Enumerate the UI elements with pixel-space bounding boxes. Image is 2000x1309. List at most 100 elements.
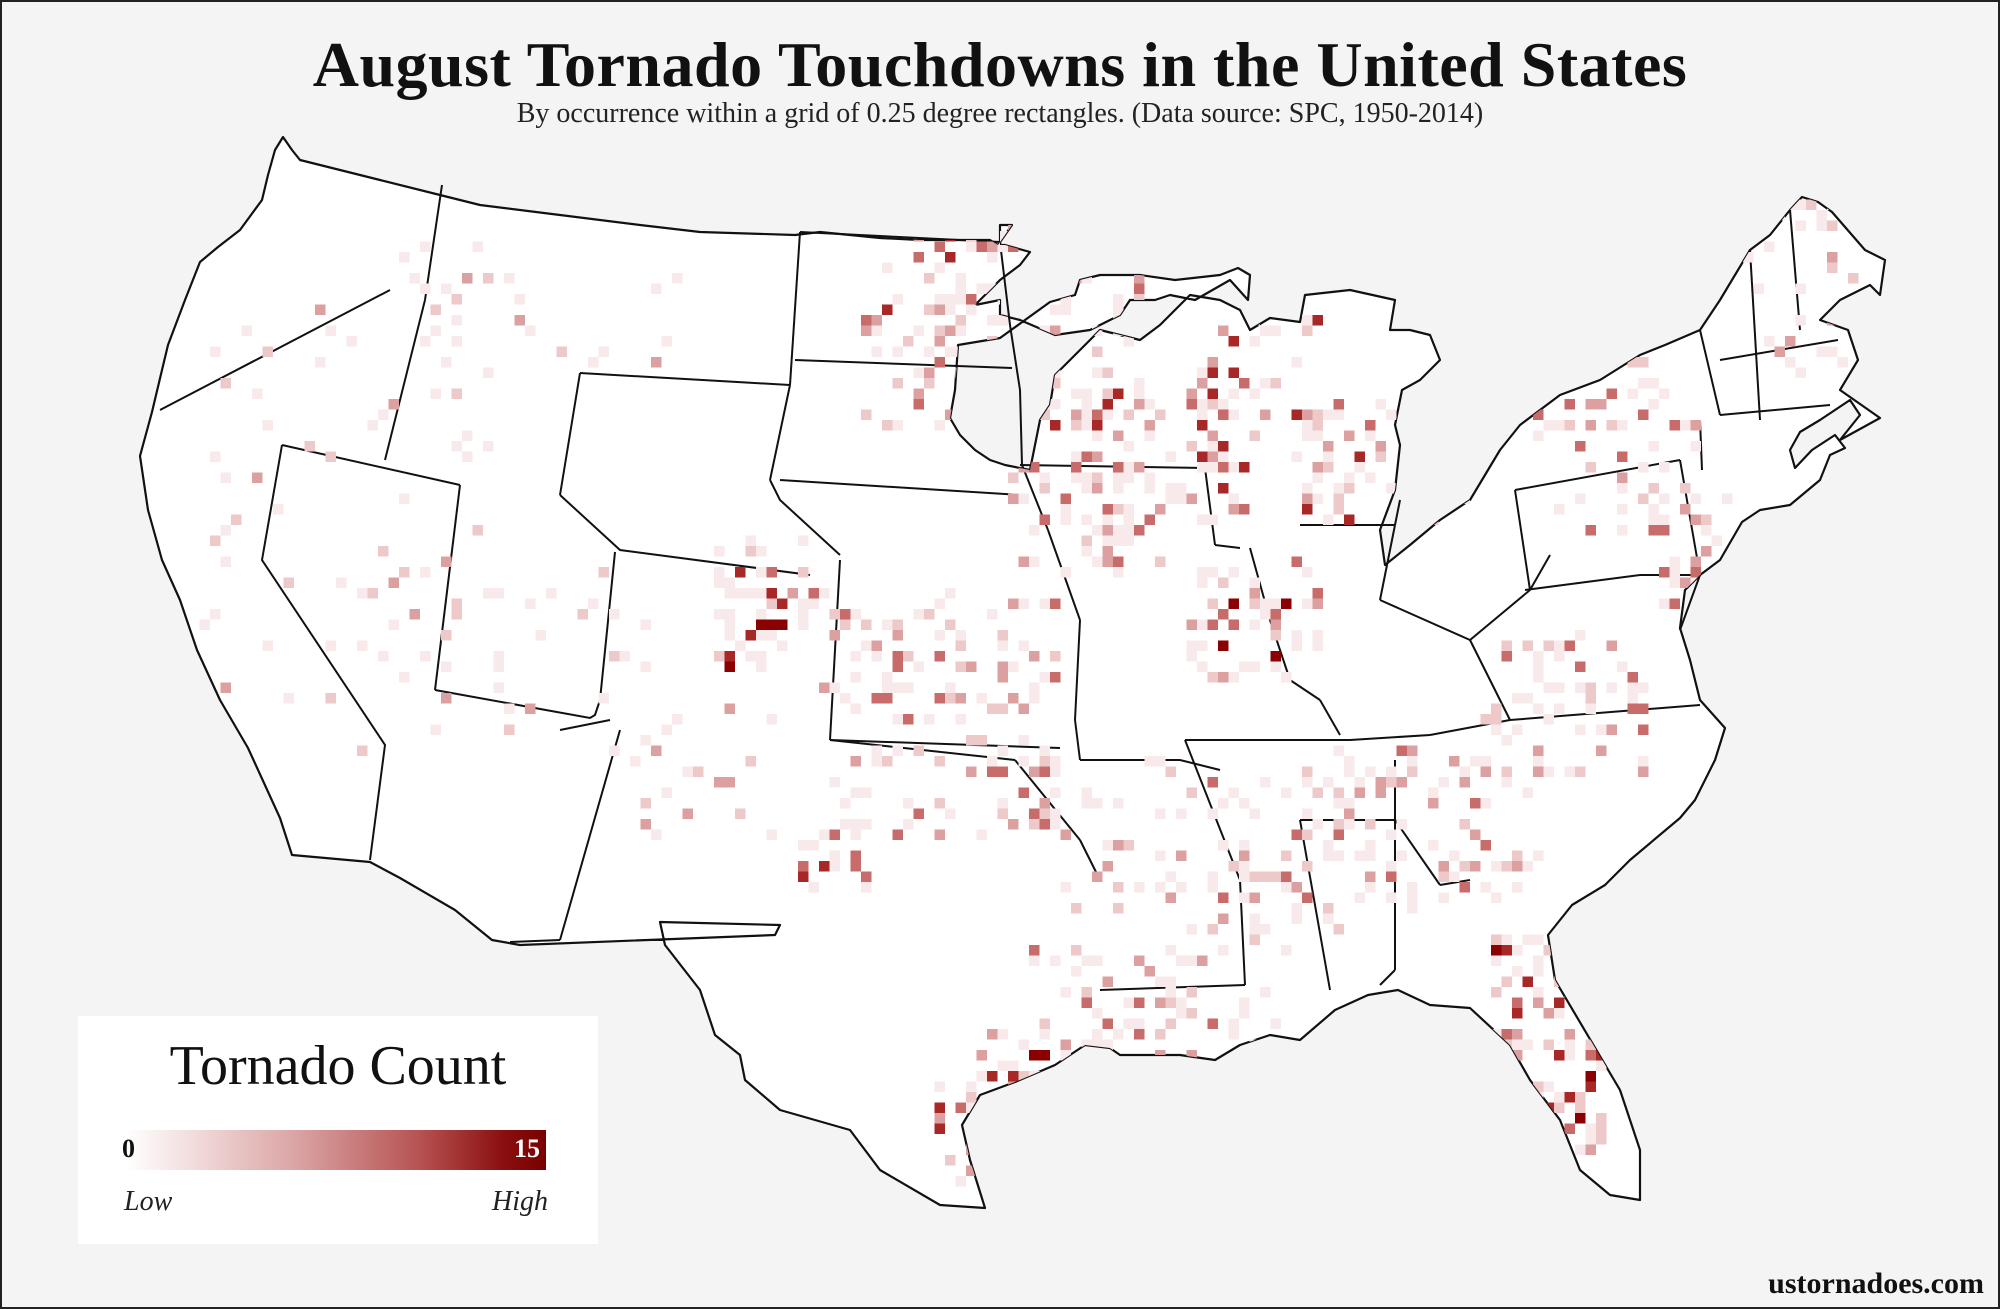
- tornado-cell: [1081, 514, 1092, 525]
- tornado-cell: [829, 829, 840, 840]
- tornado-cell: [220, 378, 231, 389]
- tornado-cell: [1596, 966, 1607, 977]
- legend-high-label: High: [492, 1186, 548, 1217]
- tornado-cell: [1617, 525, 1628, 536]
- tornado-cell: [1039, 1018, 1050, 1029]
- tornado-cell: [1701, 588, 1712, 599]
- tornado-cell: [1071, 241, 1082, 252]
- tornado-cell: [1008, 661, 1019, 672]
- tornado-cell: [1029, 693, 1040, 704]
- tornado-cell: [1060, 1039, 1071, 1050]
- tornado-cell: [840, 619, 851, 630]
- tornado-cell: [945, 325, 956, 336]
- tornado-cell: [1396, 819, 1407, 830]
- tornado-cell: [882, 619, 893, 630]
- tornado-cell: [1806, 199, 1817, 210]
- tornado-cell: [1365, 472, 1376, 483]
- tornado-cell: [945, 1155, 956, 1166]
- tornado-cell: [1785, 357, 1796, 368]
- tornado-cell: [955, 294, 966, 305]
- tornado-cell: [1533, 409, 1544, 420]
- tornado-cell: [1428, 787, 1439, 798]
- tornado-cell: [1039, 409, 1050, 420]
- tornado-cell: [1060, 1050, 1071, 1061]
- tornado-cell: [210, 609, 221, 620]
- tornado-cell: [1123, 1018, 1134, 1029]
- tornado-cell: [1260, 409, 1271, 420]
- tornado-cell: [1207, 567, 1218, 578]
- tornado-cell: [1050, 325, 1061, 336]
- tornado-cell: [1249, 661, 1260, 672]
- tornado-cell: [1029, 462, 1040, 473]
- tornado-cell: [1396, 850, 1407, 861]
- tornado-cell: [850, 672, 861, 683]
- tornado-cell: [1354, 892, 1365, 903]
- tornado-cell: [1837, 315, 1848, 326]
- tornado-cell: [1491, 1144, 1502, 1155]
- tornado-cell: [1092, 955, 1103, 966]
- tornado-cell: [829, 630, 840, 641]
- tornado-cell: [1092, 1008, 1103, 1019]
- tornado-cell: [1249, 619, 1260, 630]
- tornado-cell: [1291, 640, 1302, 651]
- tornado-cell: [1144, 514, 1155, 525]
- tornado-cell: [346, 336, 357, 347]
- tornado-cell: [1596, 997, 1607, 1008]
- tornado-cell: [1102, 1081, 1113, 1092]
- tornado-cell: [1827, 262, 1838, 273]
- tornado-cell: [1386, 777, 1397, 788]
- tornado-cell: [1197, 378, 1208, 389]
- tornado-cell: [451, 336, 462, 347]
- tornado-cell: [1186, 1050, 1197, 1061]
- tornado-cell: [1470, 829, 1481, 840]
- tornado-cell: [756, 661, 767, 672]
- tornado-cell: [1323, 462, 1334, 473]
- tornado-cell: [1302, 409, 1313, 420]
- tornado-cell: [1050, 304, 1061, 315]
- tornado-cell: [714, 567, 725, 578]
- tornado-cell: [1207, 871, 1218, 882]
- tornado-cell: [1018, 304, 1029, 315]
- tornado-cell: [451, 598, 462, 609]
- state-border: [509, 939, 561, 943]
- tornado-cell: [808, 598, 819, 609]
- tornado-cell: [987, 756, 998, 767]
- tornado-cell: [1533, 703, 1544, 714]
- tornado-cell: [1228, 619, 1239, 630]
- tornado-cell: [1669, 567, 1680, 578]
- tornado-cell: [1186, 987, 1197, 998]
- tornado-cell: [829, 777, 840, 788]
- tornado-cell: [1081, 241, 1092, 252]
- tornado-cell: [1050, 651, 1061, 662]
- tornado-cell: [1155, 997, 1166, 1008]
- tornado-cell: [1207, 619, 1218, 630]
- tornado-cell: [1039, 798, 1050, 809]
- tornado-cell: [955, 315, 966, 326]
- state-border: [794, 359, 1013, 369]
- tornado-cell: [1512, 724, 1523, 735]
- tornado-cell: [1522, 1039, 1533, 1050]
- tornado-cell: [1774, 346, 1785, 357]
- tornado-cell: [1638, 493, 1649, 504]
- tornado-cell: [840, 609, 851, 620]
- tornado-cell: [1155, 1029, 1166, 1040]
- tornado-cell: [955, 1176, 966, 1187]
- tornado-cell: [903, 682, 914, 693]
- tornado-cell: [1071, 462, 1082, 473]
- tornado-cell: [1669, 420, 1680, 431]
- tornado-cell: [1207, 388, 1218, 399]
- tornado-cell: [1165, 997, 1176, 1008]
- tornado-cell: [1533, 955, 1544, 966]
- tornado-cell: [1816, 346, 1827, 357]
- tornado-cell: [892, 714, 903, 725]
- tornado-cell: [1564, 640, 1575, 651]
- tornado-cell: [1344, 756, 1355, 767]
- tornado-cell: [1459, 766, 1470, 777]
- tornado-cell: [1323, 514, 1334, 525]
- tornado-cell: [987, 252, 998, 263]
- tornado-cell: [1218, 945, 1229, 956]
- tornado-cell: [1207, 882, 1218, 893]
- tornado-cell: [1533, 850, 1544, 861]
- tornado-cell: [1291, 903, 1302, 914]
- tornado-cell: [1039, 483, 1050, 494]
